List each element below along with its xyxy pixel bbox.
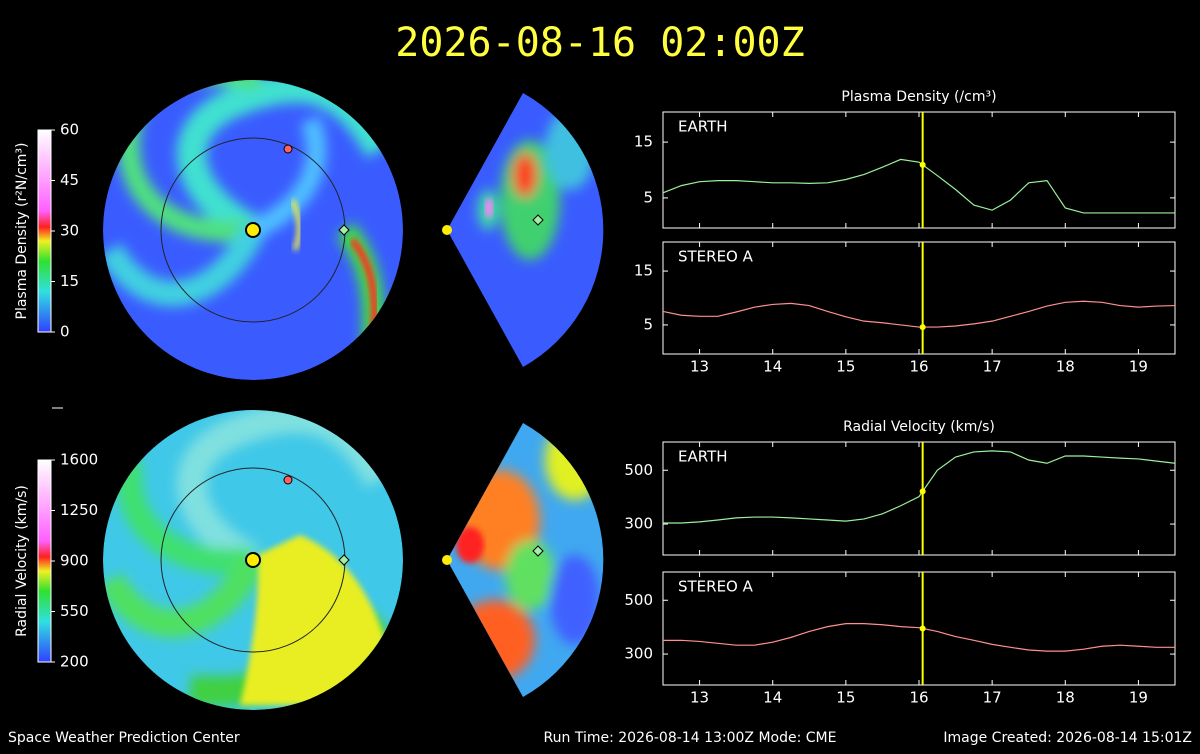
series-line (662, 300, 1176, 328)
series-line (662, 158, 1175, 214)
body-markers (52, 144, 544, 568)
footer-right: Image Created: 2026-08-14 15:01Z (943, 730, 1192, 746)
x-tick-label: 17 (983, 358, 1002, 376)
series-label: EARTH (678, 448, 728, 466)
colorbar-tick-label: 200 (60, 653, 89, 671)
y-tick-label: 5 (643, 315, 653, 333)
x-tick-label: 19 (1129, 358, 1148, 376)
x-tick-label: 19 (1129, 689, 1148, 707)
x-tick-label: 16 (909, 358, 928, 376)
y-tick-label: 5 (643, 188, 653, 206)
cursor-dot (919, 625, 926, 632)
x-tick-label: 18 (1056, 689, 1075, 707)
series-label: STEREO A (678, 578, 754, 596)
x-tick-label: 15 (836, 689, 855, 707)
colorbar-tick-label: 30 (60, 222, 79, 240)
colorbar-tick-label: 15 (60, 272, 79, 290)
density-wedge (447, 93, 604, 367)
cursor-dot (919, 488, 926, 495)
colorbar-tick-label: 60 (60, 121, 79, 139)
colorbar-tick-label: 1250 (60, 501, 98, 519)
y-tick-label: 500 (624, 461, 653, 479)
plot-frame (662, 441, 1176, 556)
colorbar-tick-label: 45 (60, 171, 79, 189)
y-tick-label: 15 (634, 133, 653, 151)
colorbar-label: Radial Velocity (km/s) (14, 485, 30, 637)
colorbar-label: Plasma Density (r²N/cm³) (14, 143, 30, 320)
chart-title: Plasma Density (/cm³) (841, 89, 996, 105)
chart-title: Radial Velocity (km/s) (843, 419, 995, 435)
main-title: 2026-08-16 02:00Z (395, 20, 804, 66)
series-label: EARTH (678, 118, 728, 136)
x-tick-label: 13 (690, 358, 709, 376)
y-tick-label: 300 (624, 515, 653, 533)
x-tick-label: 14 (763, 689, 782, 707)
colorbar-tick-label: 1600 (60, 451, 98, 469)
velocity-wedge (447, 423, 604, 697)
x-tick-label: 15 (836, 358, 855, 376)
x-tick-label: 16 (909, 689, 928, 707)
colorbar-tick-label: 0 (60, 323, 70, 341)
y-tick-label: 15 (634, 262, 653, 280)
x-tick-label: 18 (1056, 358, 1075, 376)
series-line (663, 450, 1176, 524)
series-line (663, 623, 1175, 652)
y-tick-label: 500 (624, 591, 653, 609)
colorbar (37, 459, 52, 663)
colorbar (37, 129, 52, 333)
y-tick-label: 300 (624, 645, 653, 663)
colorbar-tick-label: 900 (60, 552, 89, 570)
x-tick-label: 14 (763, 358, 782, 376)
series-label: STEREO A (678, 248, 754, 266)
x-tick-label: 13 (690, 689, 709, 707)
cursor-dot (919, 324, 926, 331)
cursor-dot (919, 161, 926, 168)
plot-frame (662, 111, 1176, 229)
footer-left: Space Weather Prediction Center (8, 730, 240, 746)
colorbar-tick-label: 550 (60, 602, 89, 620)
x-tick-label: 17 (983, 689, 1002, 707)
footer-center: Run Time: 2026-08-14 13:00Z Mode: CME (544, 730, 837, 746)
